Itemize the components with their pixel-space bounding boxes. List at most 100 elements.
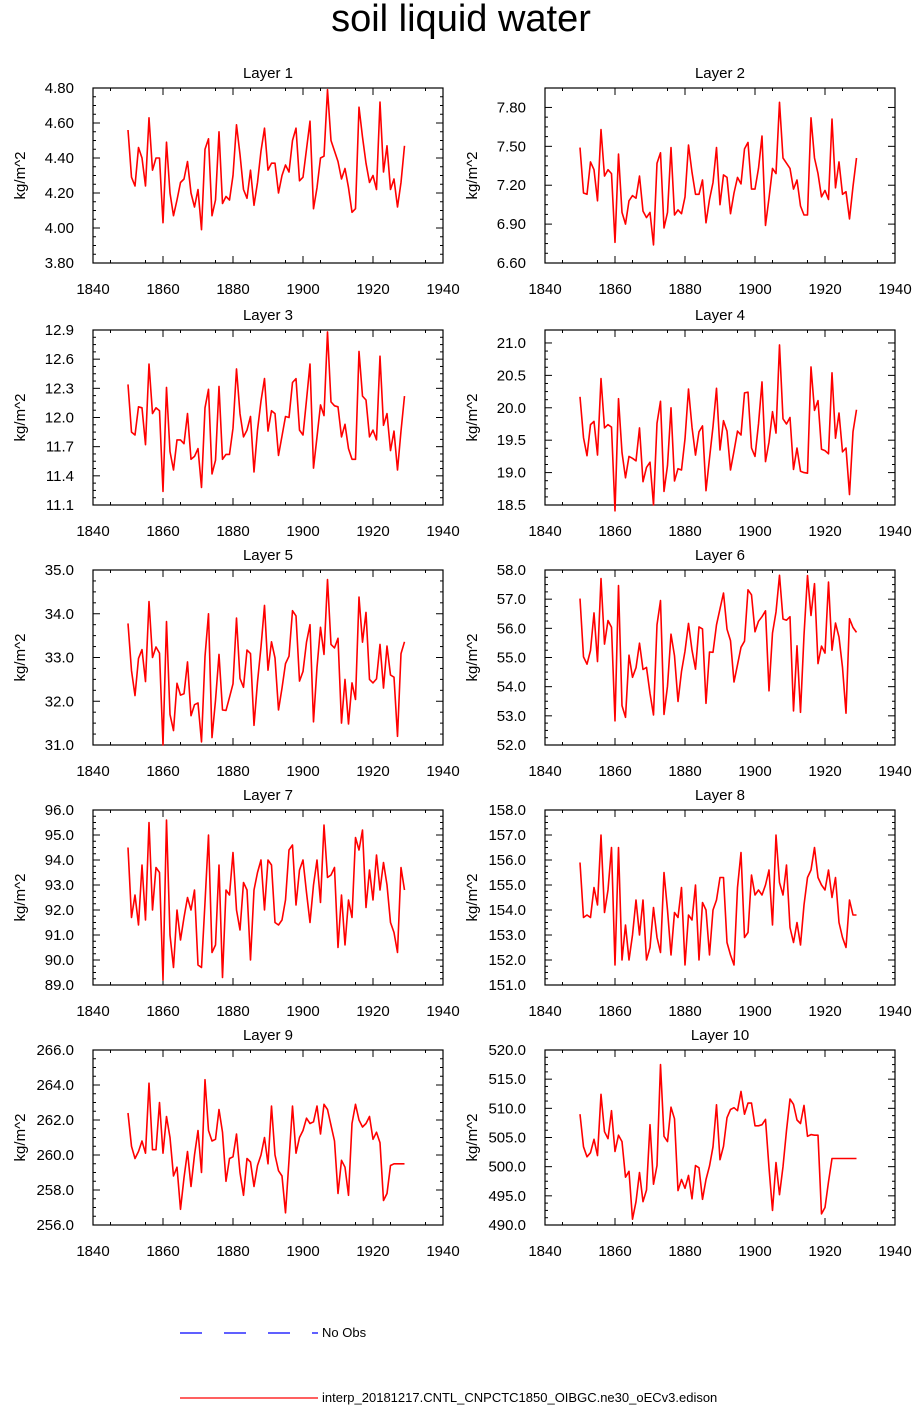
x-tick-label: 1860	[598, 281, 631, 298]
x-tick-label: 1860	[146, 281, 179, 298]
y-axis-label: kg/m^2	[464, 1114, 481, 1162]
x-tick-label: 1860	[146, 1243, 179, 1260]
plot-frame	[544, 1049, 896, 1226]
y-tick-label: 19.0	[497, 465, 526, 482]
x-tick-label: 1900	[738, 1003, 771, 1020]
x-tick-label: 1920	[808, 1243, 841, 1260]
panel-layer-10: Layer 10 490.0 495.0 500.0 505.0 510.0 515.0 52…	[464, 1027, 912, 1260]
x-tick-label: 1880	[216, 281, 249, 298]
x-tick-label: 1860	[146, 763, 179, 780]
x-tick-label: 1900	[286, 281, 319, 298]
x-tick-label: 1900	[738, 523, 771, 540]
series-line	[127, 88, 406, 231]
x-tick-label: 1840	[528, 1003, 561, 1020]
x-tick-label: 1880	[216, 1003, 249, 1020]
y-tick-label: 12.6	[45, 351, 74, 368]
y-tick-label: 155.0	[488, 877, 526, 894]
x-tick-label: 1880	[668, 281, 701, 298]
y-tick-label: 12.3	[45, 380, 74, 397]
x-tick-label: 1860	[146, 1003, 179, 1020]
x-tick-label: 1840	[76, 1003, 109, 1020]
y-tick-label: 92.0	[45, 902, 74, 919]
x-tick-label: 1840	[528, 1243, 561, 1260]
y-tick-label: 495.0	[488, 1188, 526, 1205]
y-tick-label: 54.0	[497, 679, 526, 696]
y-tick-label: 35.0	[45, 562, 74, 579]
x-tick-label: 1900	[738, 763, 771, 780]
y-tick-label: 57.0	[497, 591, 526, 608]
y-axis-label: kg/m^2	[464, 394, 481, 442]
y-tick-label: 52.0	[497, 737, 526, 754]
legend-series-line	[180, 1391, 318, 1403]
x-tick-label: 1880	[668, 1243, 701, 1260]
x-tick-label: 1880	[216, 523, 249, 540]
x-tick-label: 1900	[286, 1003, 319, 1020]
y-tick-label: 90.0	[45, 952, 74, 969]
panel-title: Layer 5	[243, 547, 293, 564]
x-tick-label: 1840	[76, 281, 109, 298]
y-tick-label: 153.0	[488, 927, 526, 944]
x-tick-label: 1860	[146, 523, 179, 540]
y-tick-label: 20.5	[497, 367, 526, 384]
x-tick-label: 1840	[76, 763, 109, 780]
x-tick-label: 1940	[878, 523, 911, 540]
y-tick-label: 56.0	[497, 620, 526, 637]
y-tick-label: 158.0	[488, 802, 526, 819]
y-tick-label: 12.0	[45, 410, 74, 427]
series-line	[579, 101, 858, 246]
x-tick-label: 1940	[878, 1003, 911, 1020]
y-tick-label: 7.80	[497, 99, 526, 116]
panel-title: Layer 6	[695, 547, 745, 564]
series-line	[127, 1078, 405, 1214]
y-tick-label: 6.90	[497, 216, 526, 233]
y-tick-label: 20.0	[497, 400, 526, 417]
y-tick-label: 91.0	[45, 927, 74, 944]
x-tick-label: 1920	[356, 281, 389, 298]
x-tick-label: 1840	[76, 523, 109, 540]
panel-layer-4: Layer 4 18.5 19.0 19.5 20.0 20.5 21.0 1840 1860 1…	[464, 307, 912, 540]
panel-title: Layer 2	[695, 65, 745, 82]
y-tick-label: 18.5	[497, 497, 526, 514]
x-tick-label: 1900	[286, 1243, 319, 1260]
series-line	[127, 819, 406, 981]
x-tick-label: 1920	[356, 763, 389, 780]
figure-title: soil liquid water	[331, 0, 591, 40]
x-tick-label: 1860	[598, 763, 631, 780]
y-tick-label: 7.20	[497, 177, 526, 194]
y-axis-label: kg/m^2	[12, 152, 29, 200]
x-tick-label: 1880	[668, 523, 701, 540]
y-tick-label: 264.0	[36, 1077, 74, 1094]
panel-layer-1: Layer 1 3.80 4.00 4.20 4.40 4.60 4.80 1840 1860 1…	[12, 65, 460, 298]
panel-title: Layer 8	[695, 787, 745, 804]
y-tick-label: 89.0	[45, 977, 74, 994]
y-tick-label: 96.0	[45, 802, 74, 819]
x-tick-label: 1880	[216, 763, 249, 780]
plot-frame	[92, 809, 444, 986]
panel-layer-7: Layer 7 89.0 90.0 91.0 92.0 93.0 94.0 95.0 96.0 1…	[12, 787, 460, 1020]
x-tick-label: 1920	[808, 281, 841, 298]
y-axis-label: kg/m^2	[12, 874, 29, 922]
series-line	[127, 331, 406, 493]
y-tick-label: 266.0	[36, 1042, 74, 1059]
series-line	[579, 574, 858, 722]
x-tick-label: 1840	[528, 523, 561, 540]
panel-layer-3: Layer 3 11.1 11.4 11.7 12.0 12.3 12.6 12.9 1840 1…	[12, 307, 460, 540]
x-tick-label: 1940	[878, 763, 911, 780]
y-tick-label: 157.0	[488, 827, 526, 844]
series-line	[127, 578, 406, 746]
y-tick-label: 3.80	[45, 255, 74, 272]
y-axis-label: kg/m^2	[464, 874, 481, 922]
y-tick-label: 152.0	[488, 952, 526, 969]
y-tick-label: 33.0	[45, 650, 74, 667]
x-tick-label: 1940	[426, 1003, 459, 1020]
x-tick-label: 1940	[426, 763, 459, 780]
x-tick-label: 1880	[668, 1003, 701, 1020]
y-tick-label: 151.0	[488, 977, 526, 994]
panel-layer-9: Layer 9 256.0 258.0 260.0 262.0 264.0 266.0 184…	[12, 1027, 460, 1260]
x-tick-label: 1920	[356, 1243, 389, 1260]
x-tick-label: 1860	[598, 523, 631, 540]
y-tick-label: 12.9	[45, 322, 74, 339]
x-tick-label: 1900	[286, 763, 319, 780]
y-axis-label: kg/m^2	[12, 1114, 29, 1162]
legend-noobs-line	[180, 1326, 318, 1338]
